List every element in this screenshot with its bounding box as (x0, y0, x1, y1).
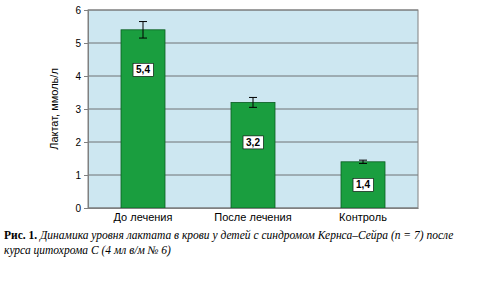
bar (341, 162, 385, 208)
bars (121, 22, 385, 208)
y-tick-label: 0 (75, 203, 81, 214)
bar (121, 30, 165, 208)
x-tick-label: После лечения (214, 211, 291, 223)
caption-title: Рис. 1. (4, 229, 37, 241)
y-tick-label: 2 (75, 137, 81, 148)
y-tick: 3 (75, 104, 88, 115)
y-tick: 6 (75, 5, 88, 16)
y-tick: 2 (75, 137, 88, 148)
y-tick: 5 (75, 38, 88, 49)
error-bar-line (359, 160, 367, 161)
data-label-box (243, 136, 263, 149)
error-bar (249, 97, 257, 107)
error-bar-line (359, 163, 367, 164)
x-axis-line (89, 208, 419, 209)
y-tick-mark (84, 43, 88, 44)
data-label: 1,4 (356, 179, 370, 190)
error-bar-line (253, 97, 254, 107)
plot: 0 1 2 3 4 5 6 До лечения После лечения Контроль 5,… (75, 5, 418, 223)
error-bar-line (143, 22, 144, 39)
y-tick-label: 3 (75, 104, 81, 115)
y-axis-line (84, 11, 89, 209)
y-tick-mark (84, 142, 88, 143)
y-tick-label: 5 (75, 38, 81, 49)
error-bar-line (249, 97, 257, 98)
x-tick-label: Контроль (339, 211, 387, 223)
caption-text: Динамика уровня лактата в крови у детей … (4, 229, 453, 256)
error-bar (359, 160, 367, 163)
y-tick-mark (84, 175, 88, 176)
data-label-box (133, 63, 153, 76)
data-label: 3,2 (246, 137, 260, 148)
data-labels: 5,4 3,2 1,4 (133, 63, 373, 191)
x-tick: До лечения (114, 211, 173, 223)
y-axis: 0 1 2 3 4 5 6 (75, 5, 88, 214)
plot-background (88, 10, 418, 208)
y-tick-label: 4 (75, 71, 81, 82)
x-tick-label: До лечения (114, 211, 173, 223)
error-bar-line (139, 21, 147, 22)
y-tick-mark (84, 10, 88, 11)
y-tick-label: 1 (75, 170, 81, 181)
caption: Рис. 1. Динамика уровня лактата в крови … (4, 228, 482, 258)
y-tick-mark (84, 208, 88, 209)
error-bar-line (139, 38, 147, 39)
error-bar-line (249, 107, 257, 108)
y-tick-mark (84, 109, 88, 110)
plot-frame (88, 10, 418, 208)
data-label: 5,4 (136, 64, 150, 75)
y-tick: 0 (75, 203, 88, 214)
y-tick: 4 (75, 71, 88, 82)
y-axis-title: Лактат, ммоль/л (48, 68, 60, 150)
error-bar (139, 22, 147, 39)
grid (88, 10, 418, 208)
y-tick-label: 6 (75, 5, 81, 16)
y-tick: 1 (75, 170, 88, 181)
chart: 0 1 2 3 4 5 6 До лечения После лечения Контроль 5,… (0, 0, 490, 228)
x-tick: Контроль (339, 211, 387, 223)
x-tick: После лечения (214, 211, 291, 223)
y-tick-mark (84, 76, 88, 77)
bar (231, 102, 275, 208)
x-axis: До лечения После лечения Контроль (89, 209, 419, 223)
data-label-box (353, 178, 373, 191)
